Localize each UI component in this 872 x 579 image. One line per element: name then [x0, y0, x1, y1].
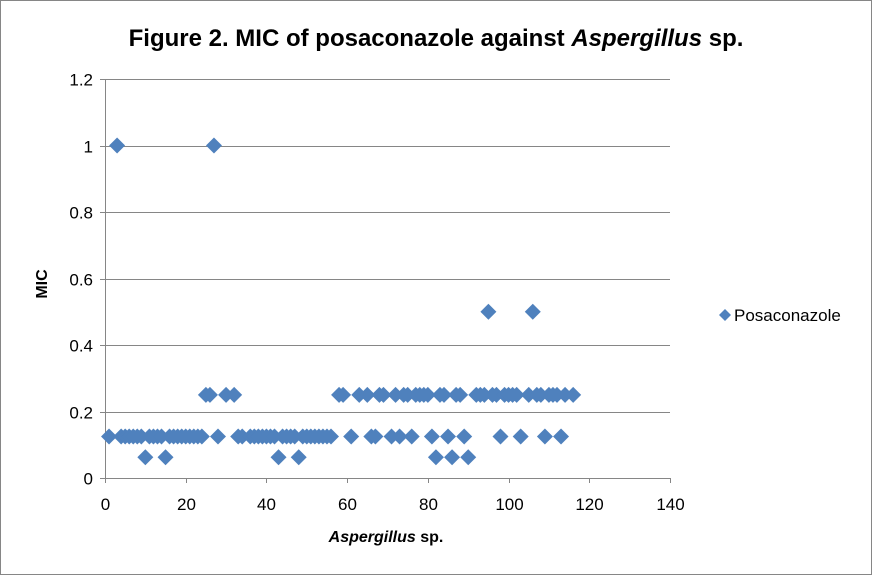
data-point — [193, 428, 210, 445]
data-point — [383, 428, 400, 445]
legend: Posaconazole — [719, 306, 841, 325]
y-axis-title: MIC — [34, 269, 51, 299]
data-point — [343, 428, 360, 445]
data-point — [335, 386, 352, 403]
data-point — [476, 386, 493, 403]
x-tick-label: 40 — [257, 495, 276, 514]
data-point — [508, 386, 525, 403]
data-point — [419, 386, 436, 403]
data-point — [286, 428, 303, 445]
data-point — [323, 428, 339, 445]
data-point — [367, 428, 384, 445]
data-point — [205, 137, 222, 154]
axes — [100, 79, 671, 483]
y-tick-label: 1.2 — [69, 71, 93, 90]
legend-label: Posaconazole — [734, 306, 841, 325]
data-point — [403, 428, 420, 445]
x-axis-title: Aspergillus sp. — [328, 529, 444, 546]
data-point — [423, 428, 440, 445]
data-point — [492, 428, 509, 445]
data-point — [532, 386, 549, 403]
data-point — [290, 449, 307, 466]
x-tick-label: 80 — [419, 495, 438, 514]
data-point — [427, 449, 444, 466]
data-point — [444, 449, 461, 466]
chart-title: Figure 2. MIC of posaconazole against As… — [129, 25, 744, 52]
data-point — [387, 386, 404, 403]
data-point — [565, 386, 582, 403]
y-tick-label: 1 — [84, 138, 93, 157]
data-point — [101, 428, 118, 445]
y-tick-labels: 0 0.2 0.4 0.6 0.8 1 1.2 — [69, 71, 93, 489]
data-point — [234, 428, 251, 445]
x-tick-labels: 0 20 40 60 80 100 120 140 — [101, 495, 685, 514]
data-point — [488, 386, 505, 403]
data-point — [536, 428, 553, 445]
data-point — [351, 386, 368, 403]
data-point — [436, 386, 452, 403]
data-point — [549, 386, 565, 403]
data-point — [218, 386, 235, 403]
data-point — [153, 428, 170, 445]
data-point — [512, 428, 529, 445]
data-point — [452, 386, 469, 403]
x-tick-label: 0 — [101, 495, 110, 514]
data-point — [557, 386, 574, 403]
data-point — [391, 428, 408, 445]
x-tick-label: 140 — [656, 495, 684, 514]
data-point — [520, 386, 537, 403]
data-point — [266, 428, 283, 445]
data-points — [101, 137, 582, 466]
data-point — [456, 428, 473, 445]
data-point — [157, 449, 174, 466]
data-point — [399, 386, 416, 403]
data-point — [133, 428, 150, 445]
data-point — [226, 386, 243, 403]
data-point — [109, 137, 126, 154]
data-point — [553, 428, 570, 445]
x-tick-label: 120 — [575, 495, 603, 514]
data-point — [359, 386, 376, 403]
data-point — [460, 449, 477, 466]
y-tick-label: 0.4 — [69, 337, 93, 356]
data-point — [480, 303, 497, 320]
y-tick-label: 0.6 — [69, 271, 93, 290]
data-point — [524, 303, 541, 320]
x-tick-label: 60 — [338, 495, 357, 514]
x-tick-label: 20 — [177, 495, 196, 514]
data-point — [270, 449, 287, 466]
data-point — [440, 428, 457, 445]
y-tick-label: 0.8 — [69, 204, 93, 223]
x-tick-label: 100 — [495, 495, 523, 514]
data-point — [210, 428, 226, 445]
data-point — [201, 386, 218, 403]
data-point — [375, 386, 392, 403]
gridlines — [105, 79, 670, 413]
y-tick-label: 0.2 — [69, 404, 93, 423]
legend-marker — [719, 309, 731, 321]
y-tick-label: 0 — [84, 470, 93, 489]
data-point — [137, 449, 154, 466]
